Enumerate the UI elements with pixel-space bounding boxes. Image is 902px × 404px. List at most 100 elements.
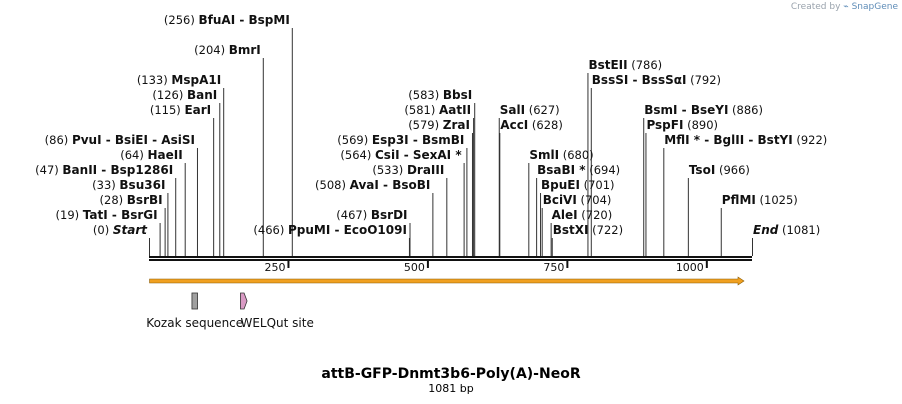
- site-enzyme: - BsrGI: [108, 208, 158, 222]
- site-enzyme: TsoI: [689, 163, 715, 177]
- axis-tick-label: 1000: [676, 261, 704, 274]
- axis-tick-label: 750: [543, 261, 564, 274]
- site-label: BstEII (786): [588, 58, 662, 72]
- site-enzyme: CsiI: [375, 148, 400, 162]
- site-enzyme: AvaI: [350, 178, 379, 192]
- site-position: (583): [408, 88, 443, 102]
- orf-arrow: [149, 276, 745, 286]
- site-enzyme: BanII: [62, 163, 97, 177]
- site-enzyme: - BsiEI: [102, 133, 148, 147]
- site-enzyme: AleI: [552, 208, 578, 222]
- sequence-length: 1081 bp: [428, 382, 473, 395]
- site-label: (64) HaeII: [120, 148, 182, 162]
- site-label: AccI (628): [500, 118, 563, 132]
- site-enzyme: - BsoBI: [379, 178, 430, 192]
- site-enzyme: EarI: [184, 103, 211, 117]
- site-enzyme: BssSI: [592, 73, 629, 87]
- site-label: (579) ZraI: [408, 118, 470, 132]
- feature-label: Kozak sequence: [146, 316, 243, 330]
- site-label: SalI (627): [500, 103, 560, 117]
- site-enzyme: BfuAI: [199, 13, 236, 27]
- site-label: (133) MspA1I: [137, 73, 221, 87]
- site-label: BsmI - BseYI (886): [644, 103, 763, 117]
- site-label: (115) EarI: [150, 103, 211, 117]
- site-enzyme: SalI: [500, 103, 525, 117]
- map-title: attB-GFP-Dnmt3b6-Poly(A)-NeoR: [321, 366, 580, 382]
- site-label: (126) BanI: [152, 88, 217, 102]
- site-label: (581) AatII: [404, 103, 471, 117]
- site-enzyme: - BstYI: [744, 133, 793, 147]
- site-label: TsoI (966): [689, 163, 750, 177]
- site-position: (564): [340, 148, 375, 162]
- site-label: BssSI - BssSαI (792): [592, 73, 721, 87]
- site-enzyme: End: [753, 223, 779, 237]
- site-label: PspFI (890): [646, 118, 718, 132]
- site-position: (133): [137, 73, 172, 87]
- site-label: (19) TatI - BsrGI: [56, 208, 158, 222]
- site-label: (508) AvaI - BsoBI: [315, 178, 430, 192]
- site-enzyme: - BglII: [700, 133, 744, 147]
- site-position: (115): [150, 103, 185, 117]
- ruler-axis: 250 500 750 1000: [264, 261, 708, 274]
- site-position: (786): [628, 58, 663, 72]
- site-position: (467): [336, 208, 371, 222]
- dna-backbone: [149, 256, 752, 261]
- site-label: End (1081): [753, 223, 820, 237]
- site-position: (581): [404, 103, 439, 117]
- snapgene-logo-icon: ⌁: [843, 2, 849, 12]
- site-label: MflI * - BglII - BstYI (922): [664, 133, 827, 147]
- axis-tick-label: 500: [404, 261, 425, 274]
- feature-mark: [191, 292, 198, 310]
- feature-mark: [240, 292, 248, 310]
- site-enzyme: HaeII: [147, 148, 182, 162]
- site-enzyme: BbsI: [443, 88, 472, 102]
- site-enzyme: - BspMI: [235, 13, 290, 27]
- site-label: BstXI (722): [553, 223, 623, 237]
- site-position: (886): [728, 103, 763, 117]
- site-position: (126): [152, 88, 187, 102]
- site-label: SmlI (680): [529, 148, 593, 162]
- site-label: (583) BbsI: [408, 88, 472, 102]
- site-enzyme: DraIII: [407, 163, 444, 177]
- site-enzyme: PvuI: [72, 133, 102, 147]
- site-enzyme: BsmI: [644, 103, 677, 117]
- site-label: (564) CsiI - SexAI *: [340, 148, 462, 162]
- site-enzyme: - SexAI *: [400, 148, 463, 162]
- credit-brand: SnapGene: [851, 2, 898, 12]
- site-enzyme: - EcoO109I: [330, 223, 407, 237]
- site-label: (47) BanII - Bsp1286I: [35, 163, 173, 177]
- site-position: (19): [56, 208, 83, 222]
- site-enzyme: ZraI: [443, 118, 470, 132]
- site-position: (28): [100, 193, 127, 207]
- site-label: (466) PpuMI - EcoO109I: [253, 223, 407, 237]
- site-enzyme: - AsiSI: [148, 133, 195, 147]
- credit-prefix: Created by: [790, 2, 841, 12]
- site-position: (701): [580, 178, 615, 192]
- site-label: (33) Bsu36I: [92, 178, 165, 192]
- site-position: (256): [164, 13, 199, 27]
- site-enzyme: - BseYI: [677, 103, 728, 117]
- site-position: (33): [92, 178, 119, 192]
- site-position: (466): [253, 223, 288, 237]
- site-position: (1025): [756, 193, 798, 207]
- site-enzyme: AccI: [500, 118, 528, 132]
- site-enzyme: MspA1I: [171, 73, 221, 87]
- site-enzyme: SmlI: [529, 148, 559, 162]
- site-label: BsaBI * (694): [537, 163, 620, 177]
- site-label: (569) Esp3I - BsmBI: [337, 133, 464, 147]
- site-position: (1081): [778, 223, 820, 237]
- site-position: (579): [408, 118, 443, 132]
- site-enzyme: BsaBI *: [537, 163, 586, 177]
- site-enzyme: BmrI: [229, 43, 261, 57]
- site-enzyme: PspFI: [646, 118, 683, 132]
- snapgene-credit: Created by ⌁ SnapGene: [791, 2, 898, 12]
- site-position: (569): [337, 133, 372, 147]
- site-position: (0): [93, 223, 113, 237]
- axis-tick-label: 250: [264, 261, 285, 274]
- site-enzyme: Start: [113, 223, 148, 237]
- site-enzyme: MflI *: [664, 133, 700, 147]
- site-enzyme: AatII: [439, 103, 471, 117]
- site-position: (680): [559, 148, 594, 162]
- orf-bar: [149, 276, 745, 286]
- site-position: (722): [588, 223, 623, 237]
